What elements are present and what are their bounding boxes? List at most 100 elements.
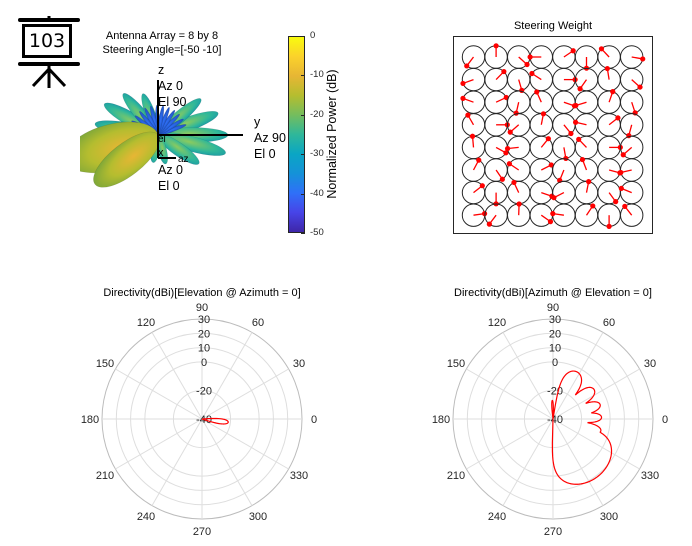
weight-phasor-tip — [568, 130, 574, 137]
weight-phasor-tip — [548, 162, 554, 168]
r-tick-label: 30 — [549, 314, 561, 326]
weight-phasor-tip — [570, 48, 576, 54]
weight-phasor-tip — [606, 223, 612, 229]
weight-phasor-tip — [618, 185, 624, 192]
weight-phasor-tip — [550, 211, 556, 217]
polar-spoke — [115, 368, 203, 420]
badge-number: 103 — [28, 30, 66, 52]
weight-phasor-tip — [465, 112, 471, 118]
theta-tick-label: 240 — [488, 511, 506, 523]
polar-spoke — [201, 418, 253, 506]
weight-phasor-tip — [527, 54, 533, 60]
steering-weight-frame — [453, 36, 653, 234]
theta-tick-label: 300 — [600, 511, 618, 523]
pattern3d-plot — [80, 80, 243, 188]
theta-tick-label: 90 — [196, 302, 208, 314]
theta-tick-label: 210 — [96, 470, 114, 482]
polar-spoke — [151, 418, 203, 506]
weight-phasor-tip — [529, 70, 535, 77]
colorbar-tick-mark — [301, 115, 305, 116]
polar-spoke — [151, 332, 203, 420]
axis-z-az: Az 0 — [158, 79, 184, 93]
weight-phasor-tip — [511, 179, 517, 186]
axis-label-z: z Az 0 El 90 — [158, 62, 187, 110]
polar-spoke — [115, 418, 203, 470]
r-tick-label: 0 — [201, 357, 207, 369]
polar-azimuth-plot: 0 30 60 90 120 150 180 210 240 270 300 330 30 20 10 0 -2… — [432, 302, 668, 538]
colorbar-label: Normalized Power (dB) — [325, 69, 339, 199]
polar-spoke — [552, 332, 604, 420]
theta-tick-label: 30 — [293, 358, 305, 370]
weight-phasor-tip — [507, 129, 513, 135]
weight-phasor-tip — [615, 115, 621, 121]
theta-tick-label: 60 — [252, 317, 264, 329]
steering-weight-plot — [453, 36, 653, 234]
weight-phasor-tip — [572, 119, 579, 125]
weight-phasor-tip — [476, 157, 482, 163]
weight-unit-circle — [620, 203, 644, 227]
weight-phasor-tip — [604, 65, 610, 72]
colorbar-tick-label: -10 — [310, 69, 324, 81]
r-tick-label: 30 — [198, 314, 210, 326]
weight-phasor-tip — [576, 136, 582, 142]
polar-grid — [101, 318, 303, 520]
r-tick-label: 20 — [549, 328, 561, 340]
colorbar-tick-label: 0 — [310, 30, 316, 41]
easel-frame-icon — [18, 16, 80, 88]
polar-grid — [452, 318, 654, 520]
weight-phasor-tip — [469, 133, 476, 139]
polar-spoke — [502, 332, 554, 420]
polar-elevation-title: Directivity(dBi)[Elevation @ Azimuth = 0… — [103, 287, 301, 299]
weight-phasor-tip — [516, 201, 522, 207]
weight-phasor-tip — [504, 145, 511, 152]
polar-spoke — [552, 418, 640, 470]
weight-phasor-tip — [598, 46, 605, 52]
r-tick-label: -20 — [196, 385, 212, 397]
steering-weight-title: Steering Weight — [513, 20, 593, 32]
theta-tick-label: 60 — [603, 317, 615, 329]
weight-element — [620, 67, 644, 92]
colorbar-tick-label: -50 — [310, 227, 324, 238]
weight-phasor-tip — [506, 161, 513, 167]
theta-tick-label: 270 — [544, 526, 562, 538]
colorbar-tick-label: -30 — [310, 148, 324, 160]
axis-y-az: Az 90 — [254, 131, 286, 145]
colorbar-tick-label: -20 — [310, 108, 324, 120]
weight-phasor-tip — [545, 136, 551, 142]
theta-tick-label: 330 — [641, 470, 659, 482]
theta-tick-label: 240 — [137, 511, 155, 523]
weight-phasor-tip — [618, 169, 624, 176]
axis-x-name: x — [158, 147, 164, 159]
pattern3d-title-line1: Antenna Array = 8 by 8 — [105, 30, 219, 42]
colorbar-tick-mark — [301, 36, 305, 37]
weight-phasor-tip — [501, 68, 507, 75]
directivity-trace — [551, 370, 613, 485]
theta-tick-label: 330 — [290, 470, 308, 482]
weight-phasor-tip — [479, 183, 485, 189]
axis-mini-el: el — [158, 134, 166, 145]
r-tick-label: 10 — [549, 343, 561, 355]
weight-phasor-tip — [499, 176, 505, 182]
weight-phasor-tip — [620, 152, 626, 158]
theta-tick-label: 0 — [311, 414, 317, 426]
theta-tick-label: 30 — [644, 358, 656, 370]
axis-y-name: y — [254, 115, 261, 129]
polar-spoke — [201, 332, 253, 420]
axis-x-az: Az 0 — [158, 163, 184, 177]
weight-phasor-tip — [613, 199, 619, 205]
theta-tick-label: 150 — [96, 358, 114, 370]
polar-spoke — [502, 418, 554, 506]
weight-phasor-tip — [586, 179, 592, 185]
weight-phasor-tip — [547, 219, 554, 225]
weight-phasor-tip — [622, 203, 628, 209]
weight-phasor-tip — [464, 63, 470, 69]
weight-phasor-tip — [524, 61, 530, 68]
r-tick-label: -40 — [547, 414, 563, 426]
weight-phasor-tip — [551, 195, 557, 201]
theta-tick-label: 120 — [137, 317, 155, 329]
weight-phasor-tip — [540, 111, 547, 117]
colorbar-tick-mark — [301, 233, 305, 234]
polar-spoke — [552, 418, 604, 506]
axis-label-x: x Az 0 El 0 — [158, 148, 183, 194]
r-tick-label: 10 — [198, 343, 210, 355]
